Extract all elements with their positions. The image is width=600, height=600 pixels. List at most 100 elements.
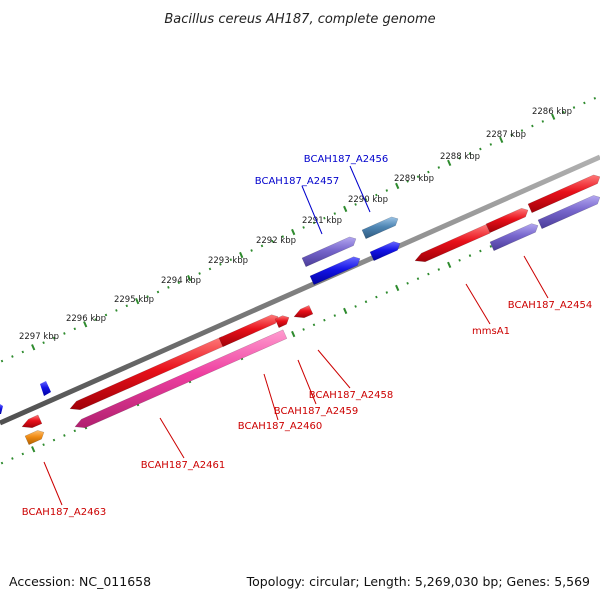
gene-arrow-a2460	[274, 315, 290, 329]
scale-minor-tick	[323, 216, 326, 220]
scale-minor-tick	[479, 147, 482, 151]
gene-arrow-a2457	[301, 236, 357, 268]
scale-minor-tick	[0, 359, 4, 363]
scale-minor-tick	[520, 129, 524, 132]
scale-label-2288: 2288 kbp	[440, 152, 480, 162]
scale-minor-tick	[208, 267, 212, 271]
scale-minor-tick	[416, 175, 420, 179]
scale-minor-tick	[198, 272, 201, 275]
scale-minor-tick	[364, 300, 368, 304]
gene-arrow-red	[485, 207, 529, 234]
scale-minor-tick	[250, 249, 253, 252]
scale-label-2295: 2295 kbp	[114, 295, 154, 305]
scale-major-tick	[31, 446, 36, 453]
gene-arrow-red	[527, 174, 600, 214]
genome-info-text: Topology: circular; Length: 5,269,030 bp…	[246, 574, 590, 589]
scale-minor-tick	[312, 323, 316, 327]
scale-major-tick	[343, 205, 348, 213]
scale-minor-tick	[73, 429, 77, 433]
scale-minor-tick	[260, 244, 264, 248]
scale-label-2290: 2290 kbp	[348, 195, 388, 205]
scale-minor-tick	[229, 258, 233, 262]
scale-minor-tick	[427, 170, 430, 174]
gene-arrow-a2459	[293, 305, 314, 319]
gene-arrow-blue	[309, 256, 361, 286]
scale-major-tick	[551, 113, 556, 120]
scale-minor-tick	[63, 332, 66, 335]
gene-arrow-edge-blue	[0, 404, 3, 414]
gene-label-a2456: BCAH187_A2456	[304, 154, 388, 165]
scale-minor-tick	[333, 212, 337, 215]
scale-minor-tick	[167, 285, 170, 289]
scale-minor-tick	[468, 152, 472, 156]
scale-minor-tick	[375, 295, 378, 299]
scale-major-tick	[239, 251, 244, 259]
scale-minor-tick	[21, 452, 25, 456]
scale-minor-tick	[593, 96, 597, 100]
scale-minor-tick	[572, 106, 576, 109]
scale-minor-tick	[0, 461, 4, 465]
scale-minor-tick	[281, 235, 285, 238]
scale-minor-tick	[271, 239, 274, 243]
scale-minor-tick	[583, 101, 586, 105]
scale-major-tick	[31, 344, 36, 351]
gene-arrow-red	[69, 336, 227, 411]
scale-minor-tick	[156, 290, 160, 294]
scale-minor-tick	[104, 313, 108, 317]
gene-label-a2457: BCAH187_A2457	[255, 176, 339, 187]
gene-arrow-a2456	[361, 216, 399, 240]
scale-minor-tick	[458, 156, 461, 160]
scale-major-tick	[83, 321, 88, 328]
scale-major-tick	[395, 284, 400, 292]
scale-minor-tick	[11, 457, 14, 460]
scale-minor-tick	[406, 179, 409, 183]
callout-lines	[43, 165, 549, 506]
scale-major-tick	[291, 330, 296, 338]
map-title: Bacillus cereus AH187, complete genome	[164, 12, 435, 27]
gene-arrow-purple	[537, 195, 600, 230]
scale-minor-tick	[219, 262, 222, 266]
gene-arrow-small-blue	[40, 381, 51, 396]
scale-minor-tick	[354, 203, 357, 206]
scale-minor-tick	[177, 281, 181, 285]
gene-arrow-mmsa1	[414, 224, 491, 263]
scale-minor-tick	[42, 341, 45, 345]
gene-label-a2461: BCAH187_A2461	[141, 460, 225, 471]
scale-labels: 2286 kbp 2287 kbp 2288 kbp 2289 kbp 2290…	[19, 107, 572, 342]
scale-minor-tick	[541, 120, 545, 123]
scale-minor-tick	[437, 166, 441, 169]
gene-label-a2454: BCAH187_A2454	[508, 300, 592, 311]
scale-minor-tick	[312, 221, 316, 225]
scale-minor-tick	[416, 277, 420, 281]
gene-label-mmsa1: mmsA1	[472, 326, 510, 337]
scale-label-2287: 2287 kbp	[486, 130, 526, 140]
scale-minor-tick	[125, 304, 129, 308]
scale-minor-tick	[323, 318, 326, 322]
gene-label-a2463: BCAH187_A2463	[22, 507, 106, 518]
scale-minor-tick	[562, 110, 565, 114]
scale-major-tick	[447, 159, 452, 166]
scale-minor-tick	[437, 268, 441, 271]
scale-minor-tick	[510, 133, 513, 137]
scale-minor-tick	[73, 327, 77, 331]
genome-backbone	[0, 154, 600, 426]
scale-minor-tick	[375, 193, 378, 197]
gene-label-a2458: BCAH187_A2458	[309, 390, 393, 401]
scale-label-2293: 2293 kbp	[208, 256, 248, 266]
scale-minor-tick	[52, 438, 56, 442]
scale-minor-tick	[468, 254, 472, 258]
gene-arrow-blue	[369, 241, 401, 262]
scale-label-2294: 2294 kbp	[161, 276, 201, 286]
scale-minor-tick	[531, 124, 534, 128]
scale-minor-tick	[385, 189, 389, 192]
scale-minor-tick	[146, 295, 149, 298]
scale-minor-tick	[63, 434, 66, 437]
accession-text: Accession: NC_011658	[9, 574, 151, 589]
scale-major-tick	[135, 298, 140, 305]
scale-minor-tick	[21, 350, 25, 354]
scale-minor-tick	[94, 318, 97, 321]
gene-arrow-orange	[24, 430, 45, 446]
scale-minor-tick	[479, 249, 482, 253]
scale-major-tick	[499, 136, 504, 143]
scale-major-tick	[343, 307, 348, 315]
